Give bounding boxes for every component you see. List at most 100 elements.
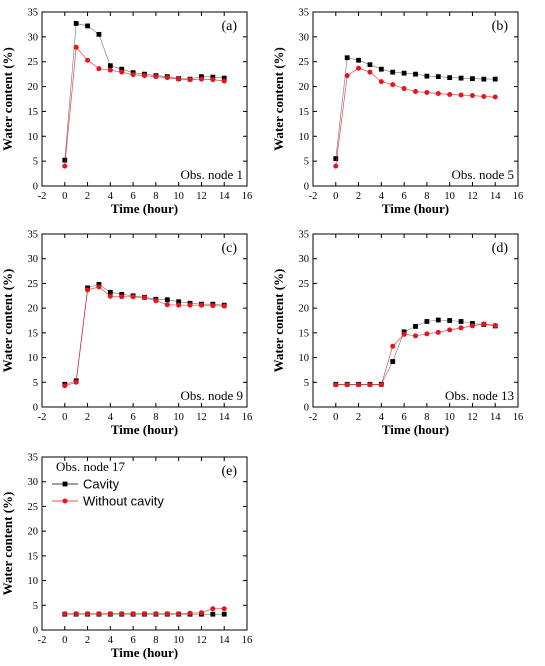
data-point-cavity (73, 21, 79, 26)
data-point-without-cavity (401, 86, 407, 92)
legend-marker-cavity (62, 481, 68, 487)
x-tick-label: 10 (444, 191, 455, 202)
x-tick-label: 12 (196, 635, 207, 646)
x-tick-label: 4 (379, 191, 385, 202)
y-tick-label: 0 (304, 182, 309, 193)
x-axis-title: Time (hour) (111, 645, 178, 660)
x-tick-label: 12 (196, 412, 207, 423)
data-point-cavity (481, 76, 487, 82)
panel-letter: (d) (492, 241, 509, 256)
data-point-without-cavity (344, 382, 350, 388)
data-point-without-cavity (107, 67, 113, 73)
data-point-without-cavity (367, 69, 373, 75)
data-point-cavity (435, 74, 441, 80)
y-tick-label: 0 (33, 626, 38, 637)
y-tick-label: 10 (299, 132, 310, 143)
data-point-cavity (401, 70, 407, 76)
x-tick-label: 14 (219, 412, 230, 423)
x-tick-label: 0 (62, 412, 67, 423)
data-point-without-cavity (198, 610, 204, 616)
data-point-cavity (367, 62, 373, 68)
x-tick-label: 2 (356, 191, 361, 202)
data-point-cavity (85, 23, 90, 29)
data-point-cavity (390, 359, 396, 364)
plot-frame (312, 233, 519, 408)
data-point-without-cavity (119, 69, 125, 75)
plot-frame (41, 11, 248, 187)
x-tick-label: 16 (513, 191, 524, 202)
y-tick-label: 20 (299, 82, 310, 93)
x-tick-label: 2 (85, 412, 90, 423)
x-tick-label: 12 (467, 412, 478, 423)
data-point-without-cavity (73, 379, 79, 385)
y-axis-title: Water content (%) (0, 269, 15, 373)
data-point-cavity (221, 611, 227, 617)
x-tick-label: 12 (467, 191, 478, 202)
y-tick-label: 35 (28, 8, 39, 19)
y-tick-label: 20 (28, 527, 39, 538)
data-point-without-cavity (390, 343, 396, 349)
y-tick-label: 20 (28, 304, 39, 315)
data-point-cavity (492, 76, 498, 82)
data-point-without-cavity (130, 611, 136, 617)
y-tick-label: 35 (299, 8, 310, 19)
data-point-without-cavity (469, 93, 475, 99)
data-point-cavity (458, 319, 464, 324)
x-tick-label: 10 (173, 635, 184, 646)
data-point-without-cavity (85, 287, 91, 293)
data-point-without-cavity (413, 89, 418, 95)
x-tick-label: 16 (242, 635, 253, 646)
obs-node-label: Obs. node 9 (181, 388, 243, 403)
x-tick-label: 0 (62, 191, 67, 202)
data-point-without-cavity (424, 331, 430, 337)
x-tick-label: -2 (38, 191, 47, 202)
x-tick-label: 16 (513, 412, 524, 423)
plot-frame (41, 233, 248, 408)
x-tick-label: 12 (196, 191, 207, 202)
data-point-without-cavity (333, 382, 339, 388)
data-point-without-cavity (164, 611, 170, 617)
data-point-cavity (378, 66, 384, 72)
data-point-without-cavity (333, 163, 339, 169)
x-tick-label: 16 (242, 412, 253, 423)
data-point-without-cavity (85, 611, 91, 617)
panel-letter: (c) (221, 241, 237, 256)
x-tick-label: 14 (219, 191, 230, 202)
data-point-without-cavity (85, 57, 91, 63)
data-point-without-cavity (130, 72, 136, 78)
data-point-without-cavity (458, 92, 464, 98)
data-point-cavity (470, 76, 475, 82)
data-point-without-cavity (458, 325, 464, 331)
y-tick-label: 30 (299, 254, 310, 265)
x-tick-label: 14 (219, 635, 230, 646)
data-point-without-cavity (142, 73, 147, 79)
x-tick-label: 16 (242, 191, 253, 202)
data-point-cavity (210, 611, 216, 617)
y-tick-label: 5 (33, 378, 38, 389)
data-point-without-cavity (390, 82, 396, 88)
data-point-without-cavity (221, 303, 227, 309)
data-point-cavity (413, 71, 418, 77)
data-point-without-cavity (187, 610, 193, 616)
x-tick-label: 14 (490, 412, 501, 423)
y-axis-title: Water content (%) (0, 492, 15, 596)
y-tick-label: 15 (28, 107, 39, 118)
data-point-without-cavity (492, 94, 498, 100)
y-tick-label: 30 (28, 32, 39, 43)
legend-label: Without cavity (83, 494, 164, 509)
data-point-without-cavity (492, 322, 498, 328)
y-axis-title: Water content (%) (271, 269, 286, 373)
data-point-without-cavity (424, 90, 430, 96)
data-point-without-cavity (413, 333, 418, 339)
y-tick-label: 10 (28, 132, 39, 143)
data-point-without-cavity (176, 611, 182, 617)
data-point-without-cavity (367, 382, 373, 388)
data-point-cavity (333, 156, 339, 162)
y-tick-label: 35 (28, 230, 39, 241)
x-tick-label: 2 (85, 635, 90, 646)
x-tick-label: 8 (424, 191, 429, 202)
y-tick-label: 0 (33, 403, 38, 414)
